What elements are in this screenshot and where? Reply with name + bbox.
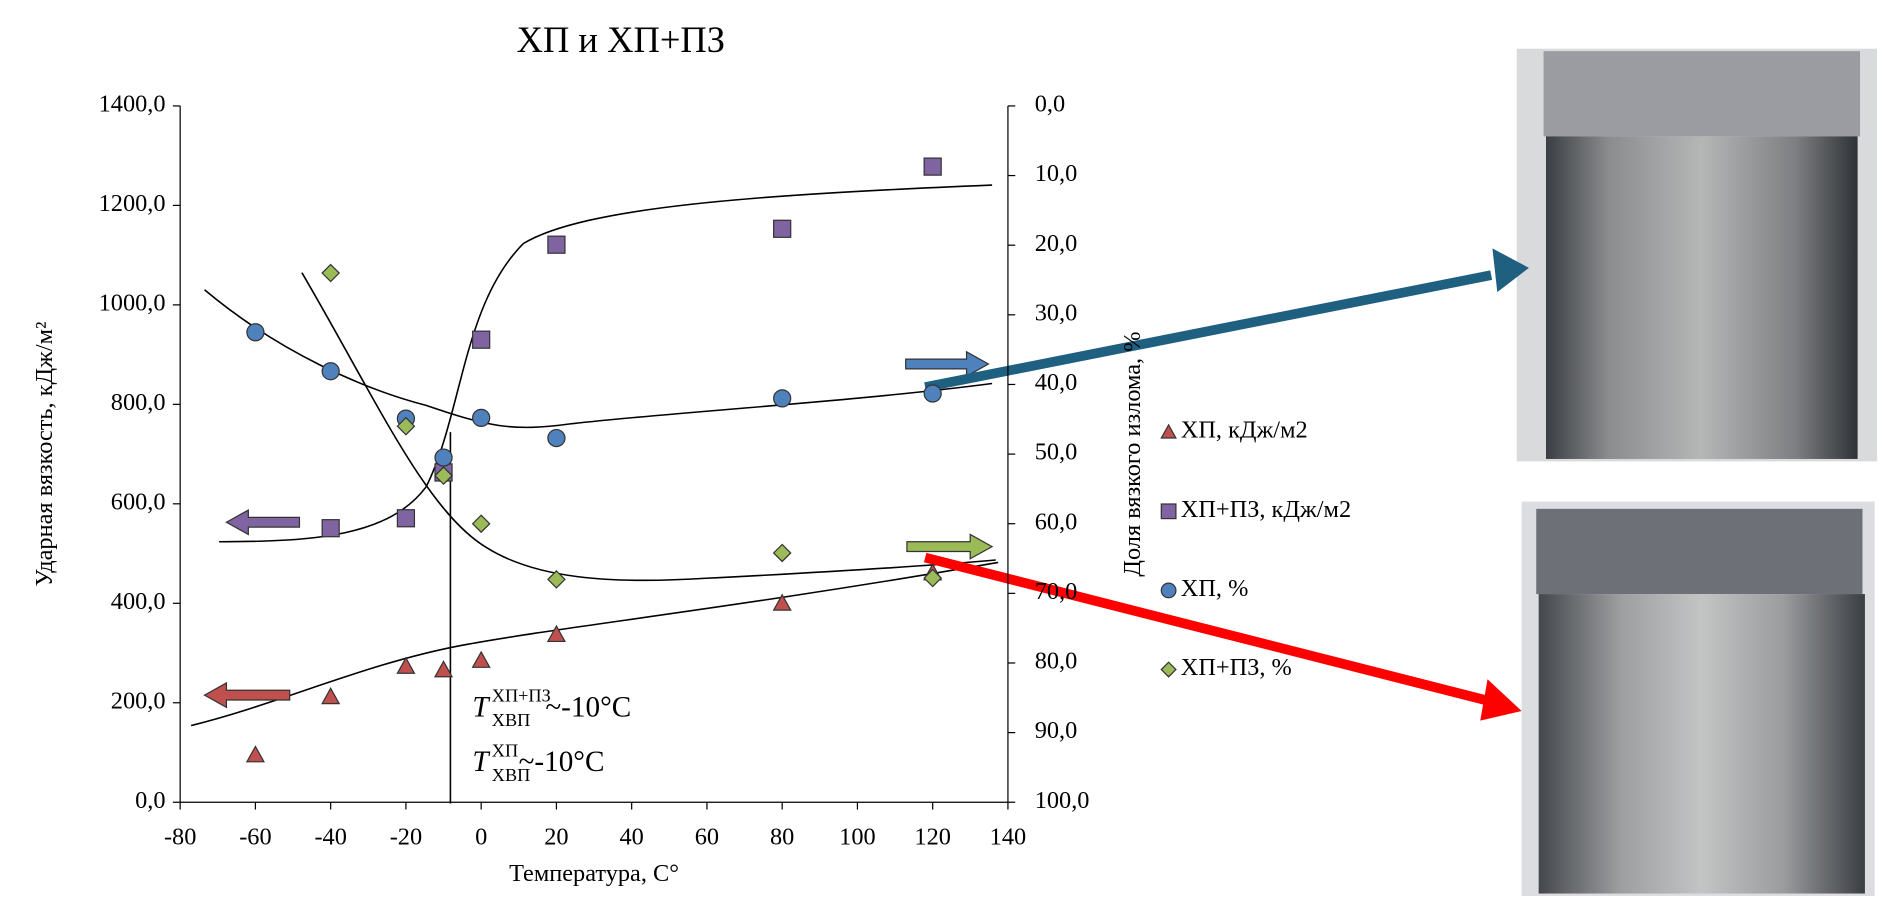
chart: ХП и ХП+ПЗ Температура, С° Ударная вязко… [0,0,1899,896]
marker-triangle [548,626,565,641]
marker-square [774,220,791,237]
y2-tick-label: 80,0 [1035,648,1078,675]
marker-circle [924,385,941,402]
chart-title: ХП и ХП+ПЗ [517,19,725,60]
y2-tick-label: 60,0 [1035,508,1078,535]
x-tick-label: 0 [475,823,487,850]
legend-label: ХП, кДж/м2 [1181,417,1308,444]
y-tick-label: 1400,0 [99,91,166,118]
x-axis-title: Температура, С° [509,860,679,887]
marker-circle [247,324,264,341]
marker-triangle [322,688,339,703]
y2-tick-label: 70,0 [1035,578,1078,605]
marker-square [548,236,565,253]
marker-triangle [473,652,490,667]
y2-tick-label: 50,0 [1035,439,1078,466]
x-tick-label: 140 [990,823,1027,850]
x-tick-label: 80 [770,823,794,850]
x-tick-label: 100 [839,823,876,850]
x-tick-label: -40 [314,823,346,850]
marker-circle [473,409,490,426]
x-tick-label: 40 [620,823,644,850]
x-tick-label: -20 [390,823,422,850]
y2-tick-label: 10,0 [1035,160,1078,187]
annotation-value: ~-10°C [545,691,631,723]
marker-triangle [247,746,264,761]
legend-label: ХП+ПЗ, % [1181,654,1292,681]
marker-square [322,520,339,537]
legend-marker [1161,425,1176,438]
marker-diamond [548,571,565,588]
x-tick-label: -80 [164,823,196,850]
x-tick-label: 120 [914,823,950,850]
y-tick-label: 200,0 [111,687,166,714]
y-axis-title: Ударная вязкость, кДж/м² [31,322,58,587]
y-tick-label: 0,0 [135,787,165,814]
y2-tick-label: 40,0 [1035,369,1078,396]
annotation-sup: ХП+ПЗ [492,686,551,706]
legend-marker [1161,662,1176,677]
marker-circle [322,363,339,380]
annotation-symbol: T [472,691,490,723]
annotation-symbol: T [472,746,490,778]
marker-square [924,158,941,175]
marker-circle [774,390,791,407]
y-tick-label: 600,0 [111,488,166,515]
legend-marker [1161,504,1176,519]
y-tick-label: 1000,0 [99,289,166,316]
y-tick-label: 1200,0 [99,190,166,217]
callout-arrows [925,248,1529,720]
marker-triangle [435,661,452,676]
y-tick-label: 400,0 [111,588,166,615]
legend-label: ХП, % [1181,575,1249,602]
x-tick-label: 60 [695,823,719,850]
y2-axis-title: Доля вязкого излома, % [1119,332,1146,577]
marker-circle [435,449,452,466]
y2-tick-label: 90,0 [1035,717,1078,744]
x-tick-label: 20 [544,823,568,850]
marker-diamond [322,265,339,282]
annotation-sub: ХВП [492,710,531,730]
marker-square [473,331,490,348]
legend-marker [1161,583,1176,598]
photo-top [1517,49,1877,462]
photo-bottom [1522,502,1875,896]
y2-tick-label: 100,0 [1035,787,1090,814]
annotation-sup: ХП [492,741,518,761]
y2-tick-label: 0,0 [1035,91,1065,118]
trend-lines [191,185,998,725]
legend-label: ХП+ПЗ, кДж/м2 [1181,496,1351,523]
marker-diamond [774,544,791,561]
y2-tick-label: 30,0 [1035,299,1078,326]
y2-tick-label: 20,0 [1035,230,1078,257]
marker-diamond [473,515,490,532]
y-tick-label: 800,0 [111,389,166,416]
page: {"chart_data":{"type":"scatter","title":… [0,0,1899,901]
annotation-value: ~-10°C [519,746,605,778]
marker-square [397,510,414,527]
marker-circle [548,430,565,447]
x-tick-label: -60 [239,823,271,850]
